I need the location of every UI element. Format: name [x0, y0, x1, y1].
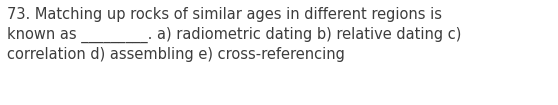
Text: 73. Matching up rocks of similar ages in different regions is
known as _________: 73. Matching up rocks of similar ages in… [7, 7, 461, 62]
